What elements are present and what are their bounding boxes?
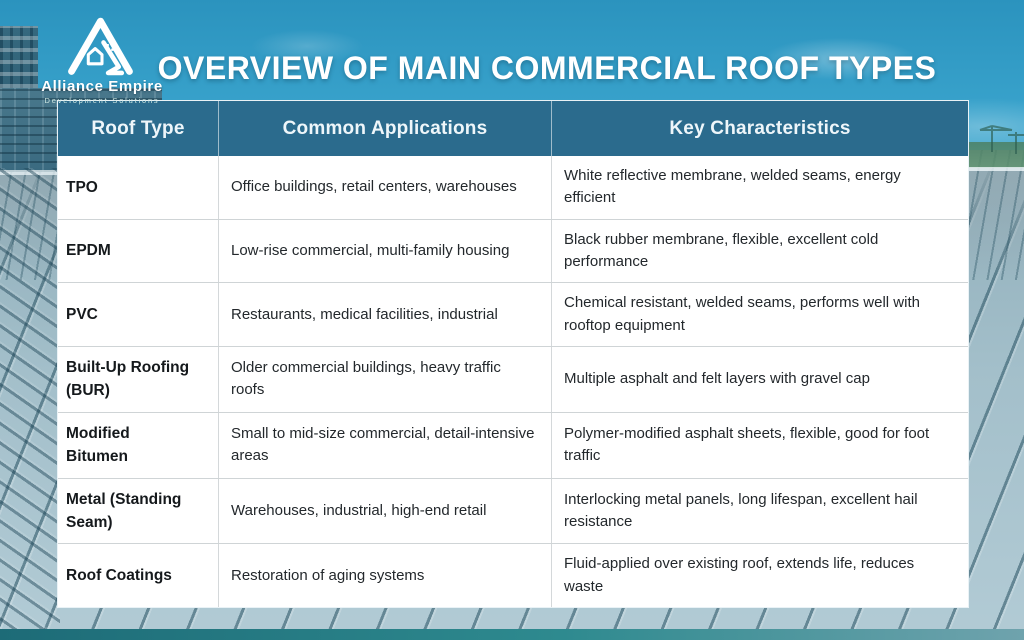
roof-type-cell: EPDM xyxy=(66,242,111,260)
table-header-row: Roof Type Common Applications Key Charac… xyxy=(58,101,968,156)
logo-name: Alliance Empire xyxy=(41,78,163,95)
roof-type-cell: Roof Coatings xyxy=(66,567,172,585)
applications-cell: Older commercial buildings, heavy traffi… xyxy=(218,346,551,412)
applications-cell: Small to mid-size commercial, detail-int… xyxy=(218,412,551,478)
roof-fascia-line xyxy=(968,167,1024,171)
col-header-common-applications: Common Applications xyxy=(218,101,551,156)
applications-cell: Restaurants, medical facilities, industr… xyxy=(218,283,551,346)
table-row: TPO Office buildings, retail centers, wa… xyxy=(58,156,968,219)
table-row: Built-Up Roofing (BUR) Older commercial … xyxy=(58,345,968,412)
applications-cell: Warehouses, industrial, high-end retail xyxy=(218,478,551,544)
characteristics-cell: Black rubber membrane, flexible, excelle… xyxy=(551,219,968,283)
page-title: OVERVIEW OF MAIN COMMERCIAL ROOF TYPES xyxy=(157,50,937,86)
table-row: Modified Bitumen Small to mid-size comme… xyxy=(58,411,968,478)
alliance-empire-logo-icon xyxy=(68,17,133,76)
roof-type-cell: TPO xyxy=(66,178,98,196)
table-row: Metal (Standing Seam) Warehouses, indust… xyxy=(58,477,968,544)
characteristics-cell: Chemical resistant, welded seams, perfor… xyxy=(551,283,968,346)
roof-gutter xyxy=(0,629,1024,640)
characteristics-cell: Interlocking metal panels, long lifespan… xyxy=(551,478,968,544)
roof-type-cell: Built-Up Roofing (BUR) xyxy=(66,359,190,400)
roof-type-cell: PVC xyxy=(66,306,98,324)
metal-roof-left-texture xyxy=(0,168,60,640)
characteristics-cell: Multiple asphalt and felt layers with gr… xyxy=(551,346,968,412)
col-header-key-characteristics: Key Characteristics xyxy=(551,101,968,156)
logo: Alliance Empire Development Solutions xyxy=(24,12,180,105)
characteristics-cell: Polymer-modified asphalt sheets, flexibl… xyxy=(551,412,968,478)
roof-types-table: Roof Type Common Applications Key Charac… xyxy=(57,100,969,608)
applications-cell: Low-rise commercial, multi-family housin… xyxy=(218,219,551,283)
applications-cell: Restoration of aging systems xyxy=(218,544,551,607)
characteristics-cell: Fluid-applied over existing roof, extend… xyxy=(551,544,968,607)
table-row: PVC Restaurants, medical facilities, ind… xyxy=(58,282,968,346)
logo-tagline: Development Solutions xyxy=(44,96,160,105)
roof-type-cell: Modified Bitumen xyxy=(66,424,130,466)
table-row: Roof Coatings Restoration of aging syste… xyxy=(58,543,968,607)
col-header-roof-type: Roof Type xyxy=(91,117,185,139)
treeline-horizon xyxy=(966,142,1024,168)
applications-cell: Office buildings, retail centers, wareho… xyxy=(218,156,551,219)
roof-type-cell: Metal (Standing Seam) xyxy=(66,490,182,531)
table-row: EPDM Low-rise commercial, multi-family h… xyxy=(58,218,968,283)
characteristics-cell: White reflective membrane, welded seams,… xyxy=(551,156,968,219)
